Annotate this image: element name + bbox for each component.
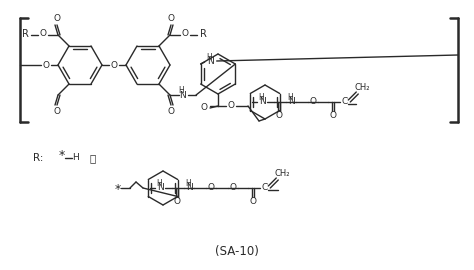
Text: *: * [115,184,121,197]
Text: H: H [206,52,211,62]
Text: H: H [287,93,293,102]
Text: H: H [178,86,184,94]
Text: O: O [330,112,337,120]
Text: O: O [208,184,215,193]
Text: O: O [167,15,174,23]
Text: R: R [200,29,207,39]
Text: *: * [59,150,65,163]
Text: N: N [186,184,192,193]
Text: O: O [39,29,46,38]
Text: C: C [261,184,267,193]
Text: N: N [259,97,265,106]
Text: O: O [228,102,235,110]
Text: O: O [250,197,257,207]
Text: O: O [276,112,283,120]
Text: O: O [201,103,208,112]
Text: O: O [110,60,118,69]
Text: O: O [174,197,181,207]
Text: O: O [167,107,174,116]
Text: O: O [230,184,237,193]
Text: N: N [180,90,186,100]
Text: H: H [156,178,162,187]
Text: H: H [185,178,191,187]
Text: (SA-10): (SA-10) [215,245,259,258]
Text: CH₂: CH₂ [355,83,370,93]
Text: N: N [288,97,295,106]
Text: O: O [310,97,317,106]
Text: R: R [21,29,28,39]
Text: O: O [182,29,189,38]
Text: R:: R: [33,153,44,163]
Text: H: H [258,93,264,102]
Text: H: H [73,154,79,163]
Text: CH₂: CH₂ [274,170,290,178]
Text: O: O [43,60,49,69]
Text: O: O [54,15,61,23]
Text: 或: 或 [90,153,96,163]
Text: O: O [54,107,61,116]
Text: C: C [341,97,347,106]
Text: N: N [157,184,164,193]
Text: N: N [207,58,214,66]
